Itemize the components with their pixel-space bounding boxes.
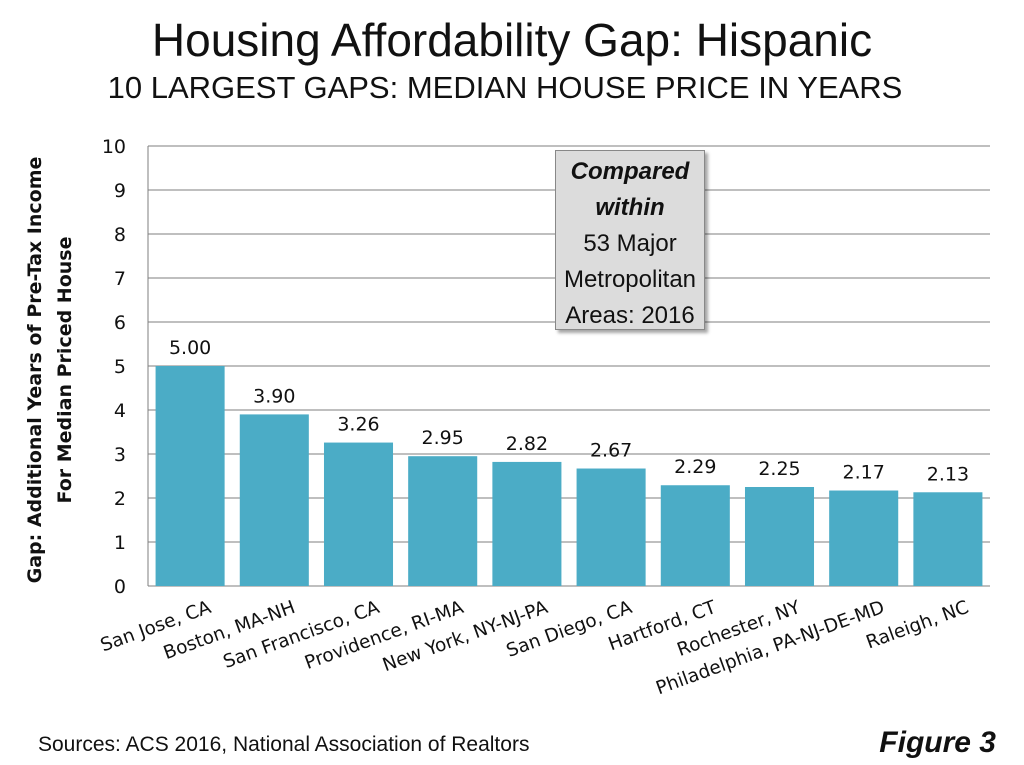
y-tick-label: 1 xyxy=(114,532,126,554)
y-tick-label: 3 xyxy=(114,444,126,466)
annotation-line-areas: Areas: 2016 xyxy=(565,302,695,329)
y-tick-label: 6 xyxy=(114,312,126,334)
data-label: 2.17 xyxy=(843,462,885,484)
data-label: 2.29 xyxy=(674,456,716,478)
y-tick-label: 0 xyxy=(114,576,126,598)
data-label: 2.95 xyxy=(422,427,464,449)
figure-label: Figure 3 xyxy=(879,726,996,759)
y-tick-label: 2 xyxy=(114,488,126,510)
bar xyxy=(744,487,815,586)
data-label: 5.00 xyxy=(169,337,211,359)
bar xyxy=(660,485,730,586)
chart-title: Housing Affordability Gap: Hispanic xyxy=(151,14,873,66)
y-tick-label: 7 xyxy=(114,268,126,290)
y-axis-label: Gap: Additional Years of Pre-Tax Income … xyxy=(10,150,90,590)
bar xyxy=(576,468,646,586)
annotation-line-compared: Compared xyxy=(570,158,690,185)
y-tick-label: 5 xyxy=(114,356,126,378)
data-label: 2.25 xyxy=(758,458,800,480)
data-label: 2.13 xyxy=(927,463,969,485)
data-label: 3.26 xyxy=(337,414,379,436)
y-axis-label-line2: For Median Priced House xyxy=(54,236,76,504)
data-label: 2.82 xyxy=(506,433,548,455)
annotation-box: Compared within 53 Major Metropolitan Ar… xyxy=(555,150,705,330)
bar xyxy=(829,490,899,586)
annotation-line-within: within xyxy=(595,194,665,221)
y-tick-label: 4 xyxy=(114,400,126,422)
y-tick-label: 9 xyxy=(114,180,126,202)
bar xyxy=(239,414,309,586)
annotation-line-count: 53 Major xyxy=(583,230,677,257)
bar xyxy=(492,461,562,586)
bar xyxy=(408,456,478,586)
chart-subtitle: 10 LARGEST GAPS: MEDIAN HOUSE PRICE IN Y… xyxy=(107,70,903,105)
bar xyxy=(323,442,394,586)
y-tick-label: 10 xyxy=(102,136,126,158)
data-label: 2.67 xyxy=(590,440,632,462)
y-tick-label: 8 xyxy=(114,224,126,246)
y-axis-label-line1: Gap: Additional Years of Pre-Tax Income xyxy=(24,156,46,584)
bar xyxy=(913,492,983,586)
sources-note: Sources: ACS 2016, National Association … xyxy=(38,733,530,756)
annotation-line-metro: Metropolitan xyxy=(563,266,697,293)
bar xyxy=(155,366,225,586)
data-label: 3.90 xyxy=(253,385,295,407)
